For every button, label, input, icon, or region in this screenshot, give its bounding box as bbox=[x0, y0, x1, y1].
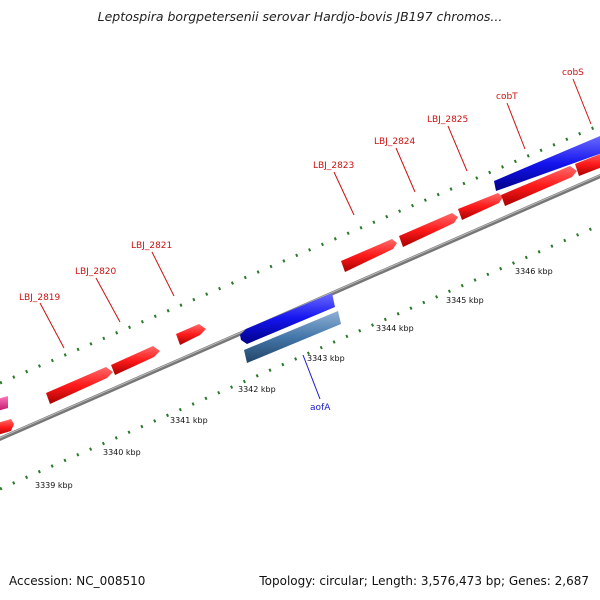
leader-lbj2821 bbox=[151, 251, 175, 297]
lower-tick-track bbox=[0, 223, 600, 491]
gene-label-lbj2819[interactable]: LBJ_2819 bbox=[19, 293, 61, 303]
gene-label-cobt[interactable]: cobT bbox=[496, 92, 518, 102]
leader-lbj2820 bbox=[95, 277, 121, 323]
gene-arrow-cobt-reverse[interactable] bbox=[494, 136, 600, 191]
scale-label-3346: 3346 kbp bbox=[515, 267, 553, 276]
gene-arrow-lbj2819[interactable] bbox=[46, 367, 113, 404]
map-title: Leptospira borgpetersenii serovar Hardjo… bbox=[97, 9, 503, 24]
leader-lbj2823 bbox=[333, 171, 355, 216]
scale-label-3339: 3339 kbp bbox=[35, 481, 73, 490]
gene-label-aofa[interactable]: aofA bbox=[310, 403, 331, 413]
gene-label-lbj2820[interactable]: LBJ_2820 bbox=[75, 267, 117, 277]
leader-lbj2825 bbox=[447, 125, 468, 172]
scale-label-3343: 3343 kbp bbox=[307, 354, 345, 363]
gene-label-lbj2823[interactable]: LBJ_2823 bbox=[313, 161, 354, 171]
leader-lbj2819 bbox=[39, 302, 65, 349]
gene-arrow-lbj2821[interactable] bbox=[176, 324, 206, 345]
gene-arrow-lbj2824[interactable] bbox=[399, 213, 458, 247]
scale-label-3340: 3340 kbp bbox=[103, 448, 141, 457]
leader-cobs bbox=[572, 78, 592, 125]
leader-lbj2824 bbox=[395, 147, 416, 193]
gene-arrow-edge-red[interactable] bbox=[0, 419, 14, 436]
gene-label-lbj2825[interactable]: LBJ_2825 bbox=[427, 115, 468, 125]
leader-cobt bbox=[506, 102, 526, 150]
scale-label-3342: 3342 kbp bbox=[238, 385, 276, 394]
genome-summary: Topology: circular; Length: 3,576,473 bp… bbox=[259, 574, 589, 588]
gene-arrow-cobs[interactable] bbox=[575, 152, 600, 176]
gene-arrow-cobt[interactable] bbox=[501, 166, 577, 206]
gene-label-cobs[interactable]: cobS bbox=[562, 68, 584, 78]
gene-arrow-lbj2825[interactable] bbox=[458, 193, 503, 220]
gene-label-lbj2824[interactable]: LBJ_2824 bbox=[374, 137, 416, 147]
leader-aofa bbox=[302, 354, 321, 400]
scale-label-3344: 3344 kbp bbox=[376, 324, 414, 333]
gene-arrow-lbj2823[interactable] bbox=[341, 239, 397, 272]
scale-label-3341: 3341 kbp bbox=[170, 416, 208, 425]
gene-arrow-aofa[interactable] bbox=[240, 293, 335, 344]
scale-label-3345: 3345 kbp bbox=[446, 296, 484, 305]
upper-tick-track bbox=[0, 123, 600, 385]
gene-arrow-lbj2820[interactable] bbox=[111, 346, 160, 375]
gene-arrow-edge-pink[interactable] bbox=[0, 396, 8, 412]
accession-label: Accession: NC_008510 bbox=[9, 574, 146, 588]
gene-label-lbj2821[interactable]: LBJ_2821 bbox=[131, 241, 172, 251]
gene-arrow-aofa-rna[interactable] bbox=[244, 311, 341, 363]
